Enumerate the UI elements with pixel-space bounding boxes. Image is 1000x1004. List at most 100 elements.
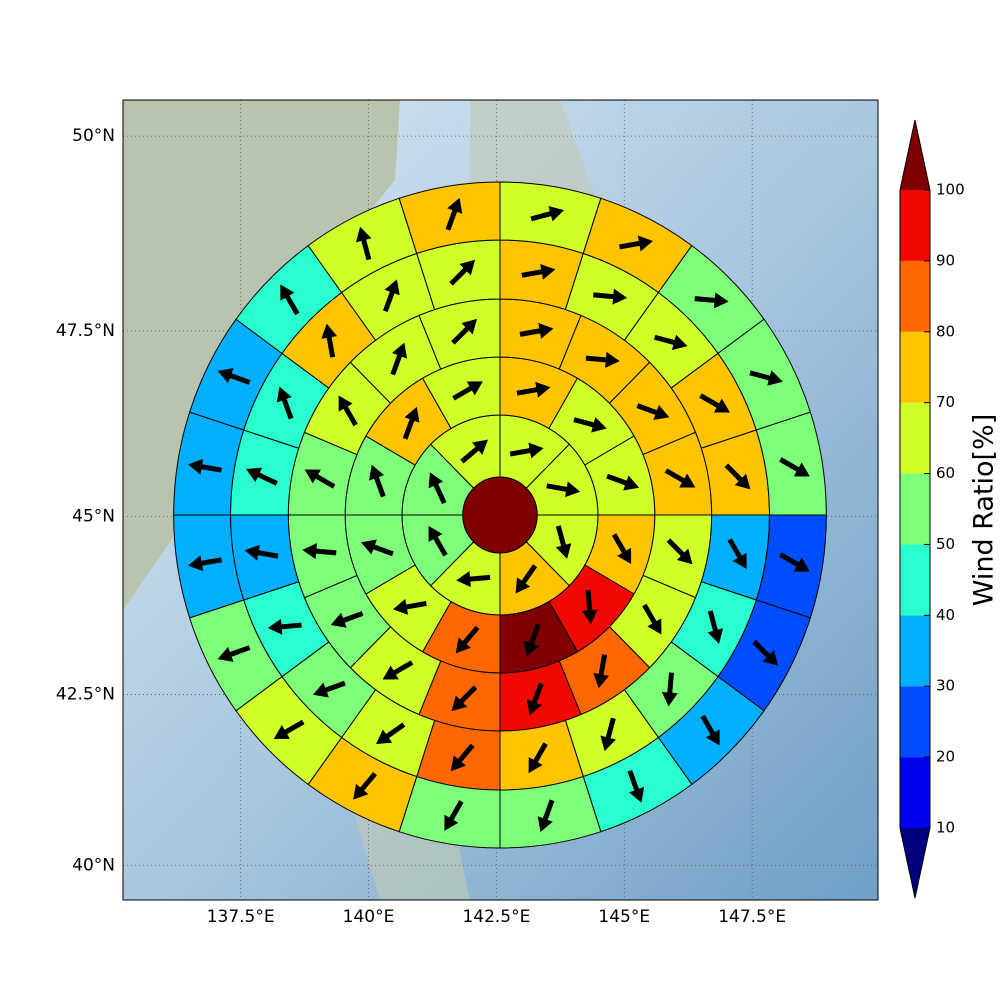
wind-arrow xyxy=(661,672,678,707)
wind-arrow xyxy=(360,539,394,557)
wind-arrow xyxy=(581,590,598,625)
wind-arrow xyxy=(515,564,538,594)
y-tick-label: 40°N xyxy=(72,855,115,875)
wind-arrow xyxy=(546,481,581,498)
colorbar-segment xyxy=(900,402,930,474)
wind-arrow xyxy=(304,469,336,489)
wind-arrow xyxy=(727,538,747,569)
colorbar-tick-label: 70 xyxy=(936,393,955,411)
wind-arrow xyxy=(188,458,222,475)
colorbar-tick-label: 100 xyxy=(936,181,965,199)
wind-arrow xyxy=(330,611,364,628)
wind-arrow xyxy=(585,351,620,368)
wind-arrow xyxy=(376,722,406,745)
colorbar-segment xyxy=(900,331,930,403)
wind-arrow xyxy=(724,463,751,490)
wind-arrow xyxy=(537,799,555,833)
x-tick-label: 147.5°E xyxy=(718,907,786,927)
wind-arrow xyxy=(516,381,551,398)
wind-arrow xyxy=(509,442,544,459)
wind-arrow xyxy=(636,403,670,420)
wind-arrow xyxy=(450,743,475,772)
wind-arrow xyxy=(382,660,414,680)
wind-arrow xyxy=(246,467,278,486)
wind-arrow xyxy=(267,618,302,635)
colorbar-extend-low xyxy=(900,828,930,898)
wind-arrow xyxy=(321,323,338,358)
colorbar-tick-label: 40 xyxy=(936,606,955,624)
wind-arrow xyxy=(390,342,408,376)
wind-arrow xyxy=(749,370,783,386)
wind-cell xyxy=(398,181,501,255)
colorbar-segment xyxy=(900,260,930,332)
wind-arrow xyxy=(519,323,554,339)
wind-arrow xyxy=(276,386,294,420)
wind-arrow xyxy=(752,639,779,666)
wind-arrow xyxy=(700,714,720,746)
wind-arrow xyxy=(449,259,476,286)
wind-arrow xyxy=(555,525,572,559)
wind-arrow xyxy=(642,603,662,635)
colorbar-segment xyxy=(900,757,930,828)
wind-arrow xyxy=(600,717,616,752)
wind-arrow xyxy=(451,685,478,712)
wind-arrow xyxy=(244,544,279,561)
wind-arrow xyxy=(280,284,300,316)
wind-arrow xyxy=(355,226,372,261)
wind-arrow xyxy=(428,472,447,505)
wind-arrow xyxy=(460,439,488,464)
wind-arrow xyxy=(451,318,477,345)
colorbar-segment xyxy=(900,544,930,616)
wind-arrow xyxy=(217,645,251,662)
colorbar: 10 20 30 40 50 60 70 80 90 100 xyxy=(899,119,965,899)
wind-arrow xyxy=(619,235,653,252)
colorbar-tick-label: 20 xyxy=(936,748,955,766)
wind-arrow xyxy=(611,533,632,564)
colorbar-segment xyxy=(900,686,930,758)
wind-arrow xyxy=(338,395,358,427)
wind-arrow xyxy=(606,473,640,491)
wind-arrow xyxy=(455,625,480,654)
x-tick-label: 145°E xyxy=(598,907,650,927)
colorbar-segment xyxy=(900,473,930,545)
wind-cells xyxy=(173,181,827,849)
wind-arrow xyxy=(445,197,463,231)
y-tick-label: 42.5°N xyxy=(56,684,115,704)
x-tick-label: 137.5°E xyxy=(207,907,275,927)
ticks: 137.5°E 140°E 142.5°E 145°E 147.5°E 40°N 42.5°… xyxy=(56,126,786,927)
colorbar-tick-label: 30 xyxy=(936,677,955,695)
wind-arrow xyxy=(369,464,386,498)
wind-arrow xyxy=(779,552,810,572)
colorbar-segment xyxy=(900,190,930,261)
wind-arrow xyxy=(593,288,628,305)
map-frame xyxy=(122,99,879,901)
wind-arrow xyxy=(707,610,724,644)
y-tick-label: 45°N xyxy=(72,507,115,527)
colorbar-tick-label: 50 xyxy=(936,535,955,553)
wind-arrows xyxy=(188,197,810,833)
wind-arrow xyxy=(593,654,609,689)
colorbar-tick-label: 90 xyxy=(936,251,955,269)
wind-arrow xyxy=(521,263,556,280)
colorbar-label: Wind Ratio[%] xyxy=(969,414,1000,606)
wind-arrow xyxy=(530,205,564,222)
wind-arrow xyxy=(627,769,645,803)
wind-arrow xyxy=(664,468,696,488)
y-tick-label: 47.5°N xyxy=(56,321,115,341)
wind-arrow xyxy=(444,800,464,831)
wind-arrow xyxy=(302,543,337,560)
wind-arrow xyxy=(523,623,541,657)
wind-arrow xyxy=(694,292,729,309)
wind-arrow xyxy=(452,381,483,401)
wind-arrow xyxy=(428,525,448,557)
wind-arrow xyxy=(779,457,810,477)
colorbar-tick-label: 80 xyxy=(936,322,955,340)
wind-arrow xyxy=(273,719,305,739)
wind-arrow xyxy=(456,571,491,588)
wind-arrow xyxy=(573,417,607,433)
x-tick-label: 142.5°E xyxy=(462,907,530,927)
wind-arrow xyxy=(526,682,544,716)
wind-arrow xyxy=(353,772,377,800)
colorbar-tick-label: 10 xyxy=(936,819,955,837)
